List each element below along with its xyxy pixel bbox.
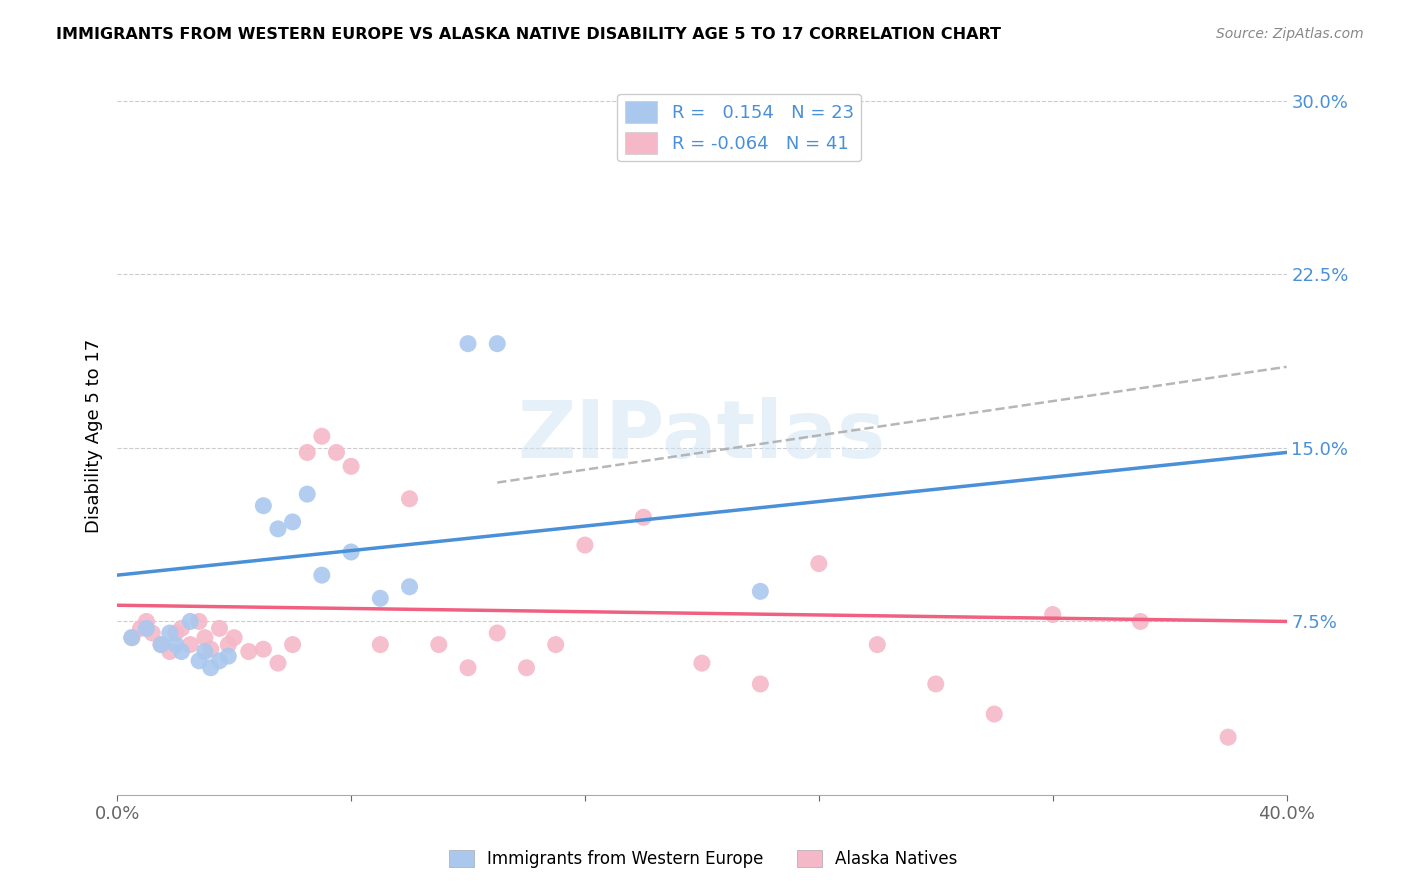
Point bbox=[217, 638, 239, 652]
Point bbox=[368, 638, 391, 652]
Point bbox=[1216, 730, 1239, 744]
Point bbox=[217, 649, 239, 664]
Point bbox=[1129, 615, 1152, 629]
Point bbox=[925, 677, 948, 691]
Point bbox=[749, 677, 772, 691]
Point bbox=[457, 661, 479, 675]
Point bbox=[200, 661, 222, 675]
Point bbox=[574, 538, 596, 552]
Point bbox=[340, 459, 363, 474]
Point bbox=[486, 336, 509, 351]
Point bbox=[252, 499, 274, 513]
Point bbox=[179, 615, 201, 629]
Point bbox=[238, 644, 260, 658]
Point bbox=[165, 626, 187, 640]
Point bbox=[457, 336, 479, 351]
Legend: R =   0.154   N = 23, R = -0.064   N = 41: R = 0.154 N = 23, R = -0.064 N = 41 bbox=[617, 94, 860, 161]
Point bbox=[427, 638, 450, 652]
Point bbox=[179, 638, 201, 652]
Point bbox=[983, 706, 1005, 721]
Point bbox=[170, 621, 193, 635]
Point bbox=[866, 638, 889, 652]
Point bbox=[1042, 607, 1064, 622]
Point bbox=[368, 591, 391, 606]
Point bbox=[165, 638, 187, 652]
Point bbox=[150, 638, 173, 652]
Text: Source: ZipAtlas.com: Source: ZipAtlas.com bbox=[1216, 27, 1364, 41]
Point bbox=[297, 445, 319, 459]
Point bbox=[267, 656, 290, 670]
Point bbox=[281, 515, 304, 529]
Point bbox=[135, 615, 157, 629]
Point bbox=[544, 638, 567, 652]
Point bbox=[194, 631, 217, 645]
Point bbox=[398, 491, 420, 506]
Point bbox=[121, 631, 143, 645]
Point bbox=[141, 626, 163, 640]
Point bbox=[194, 644, 217, 658]
Point bbox=[311, 429, 333, 443]
Point bbox=[170, 644, 193, 658]
Point bbox=[252, 642, 274, 657]
Text: IMMIGRANTS FROM WESTERN EUROPE VS ALASKA NATIVE DISABILITY AGE 5 TO 17 CORRELATI: IMMIGRANTS FROM WESTERN EUROPE VS ALASKA… bbox=[56, 27, 1001, 42]
Point bbox=[188, 654, 211, 668]
Point bbox=[325, 445, 347, 459]
Point bbox=[749, 584, 772, 599]
Point bbox=[129, 621, 152, 635]
Legend: Immigrants from Western Europe, Alaska Natives: Immigrants from Western Europe, Alaska N… bbox=[441, 843, 965, 875]
Point bbox=[633, 510, 655, 524]
Point bbox=[807, 557, 830, 571]
Point bbox=[281, 638, 304, 652]
Point bbox=[159, 626, 181, 640]
Point bbox=[135, 621, 157, 635]
Point bbox=[690, 656, 713, 670]
Point bbox=[311, 568, 333, 582]
Point bbox=[515, 661, 537, 675]
Point bbox=[398, 580, 420, 594]
Point bbox=[150, 638, 173, 652]
Point bbox=[200, 642, 222, 657]
Text: ZIPatlas: ZIPatlas bbox=[517, 397, 886, 475]
Point bbox=[188, 615, 211, 629]
Point bbox=[486, 626, 509, 640]
Point bbox=[159, 644, 181, 658]
Point bbox=[121, 631, 143, 645]
Y-axis label: Disability Age 5 to 17: Disability Age 5 to 17 bbox=[86, 339, 103, 533]
Point bbox=[208, 621, 231, 635]
Point bbox=[267, 522, 290, 536]
Point bbox=[340, 545, 363, 559]
Point bbox=[297, 487, 319, 501]
Point bbox=[208, 654, 231, 668]
Point bbox=[224, 631, 246, 645]
